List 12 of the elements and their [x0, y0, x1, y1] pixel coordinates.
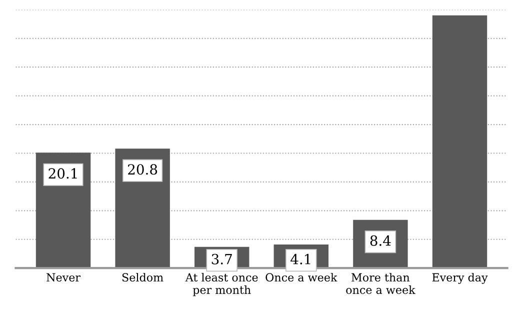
x-tick-label: Seldom	[122, 272, 164, 282]
bar	[432, 15, 488, 268]
x-tick-label: At least once per month	[185, 272, 258, 296]
x-tick-label: More than once a week	[346, 272, 416, 294]
data-label: 8.4	[370, 235, 391, 246]
x-tick-label: Never	[46, 273, 80, 282]
data-label: 20.1	[48, 168, 77, 179]
x-tick-label: Every day	[432, 272, 488, 284]
x-tick-label: Once a week	[266, 272, 338, 282]
data-label: 20.8	[128, 164, 158, 175]
data-label: 3.7	[212, 254, 232, 264]
data-label: 4.1	[290, 254, 310, 264]
